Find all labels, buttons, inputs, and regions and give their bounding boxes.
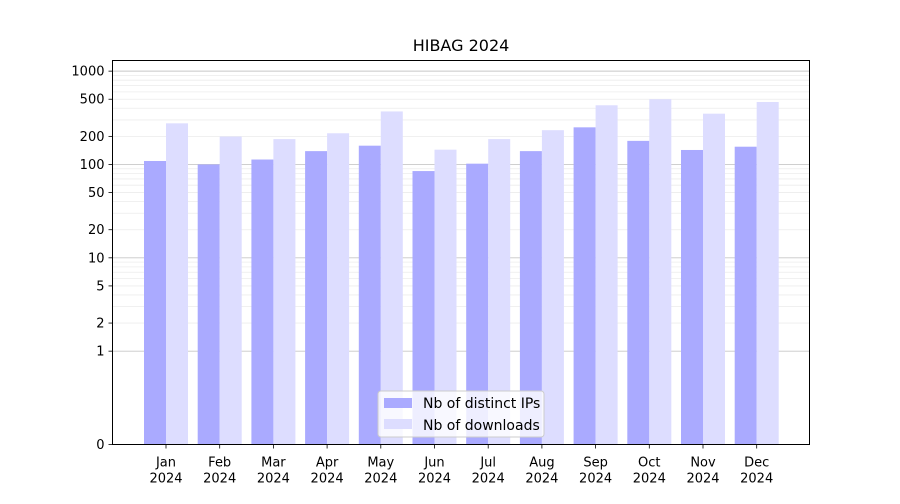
chart-title: HIBAG 2024 <box>413 36 510 55</box>
x-tick-label: Oct <box>638 456 660 471</box>
y-tick-label: 50 <box>88 186 105 201</box>
x-tick-label: Apr <box>316 456 339 471</box>
x-tick-year-label: 2024 <box>579 472 612 487</box>
plot-frame <box>112 60 810 445</box>
x-tick-year-label: 2024 <box>472 472 505 487</box>
x-tick-year-label: 2024 <box>525 472 558 487</box>
bar-downloads <box>595 105 618 445</box>
bar-downloads <box>166 123 188 445</box>
x-tick-year-label: 2024 <box>418 472 451 487</box>
bar-distinct-ips <box>573 127 596 445</box>
bar-distinct-ips <box>734 146 757 445</box>
legend-label-distinct-ips: Nb of distinct IPs <box>423 396 540 412</box>
bar-distinct-ips <box>144 160 166 445</box>
y-axis: 0 1 2 5 10 20 50 100 200 500 1000 <box>71 65 113 453</box>
bar-distinct-ips <box>519 151 542 445</box>
legend-swatch-downloads <box>384 419 412 429</box>
y-tick-label: 1000 <box>71 65 104 80</box>
y-tick-label: 500 <box>80 93 105 108</box>
y-tick-label: 1 <box>96 345 104 360</box>
legend-label-downloads: Nb of downloads <box>423 418 540 434</box>
bar-distinct-ips <box>358 145 381 445</box>
y-tick-label: 20 <box>88 223 105 238</box>
bar-downloads <box>541 130 564 445</box>
x-tick-year-label: 2024 <box>203 472 236 487</box>
x-tick-label: Jul <box>479 456 496 471</box>
x-tick-year-label: 2024 <box>740 472 773 487</box>
bar-distinct-ips <box>466 163 489 445</box>
x-tick-label: Jun <box>423 456 444 471</box>
x-tick-label: Aug <box>529 456 554 471</box>
legend-swatch-distinct-ips <box>384 398 412 408</box>
x-axis: Jan2024Feb2024Mar2024Apr2024May2024Jun20… <box>149 444 773 487</box>
x-tick-label: Dec <box>744 456 769 471</box>
x-tick-label: May <box>367 456 394 471</box>
y-tick-label: 10 <box>88 251 105 266</box>
bar-distinct-ips <box>681 149 703 445</box>
bar-distinct-ips <box>412 171 435 445</box>
bar-downloads <box>488 139 511 445</box>
legend: Nb of distinct IPs Nb of downloads <box>377 390 545 438</box>
bars <box>144 99 779 445</box>
x-tick-label: Mar <box>261 456 286 471</box>
bar-downloads <box>219 136 242 445</box>
x-tick-year-label: 2024 <box>257 472 290 487</box>
bar-downloads <box>380 111 403 445</box>
bar-distinct-ips <box>197 164 220 445</box>
y-tick-label: 5 <box>96 279 104 294</box>
x-tick-year-label: 2024 <box>686 472 719 487</box>
x-tick-year-label: 2024 <box>633 472 666 487</box>
x-tick-year-label: 2024 <box>364 472 397 487</box>
x-tick-year-label: 2024 <box>311 472 344 487</box>
y-tick-label: 0 <box>96 438 104 453</box>
y-tick-label: 100 <box>80 158 105 173</box>
bar-downloads <box>273 139 296 445</box>
x-tick-year-label: 2024 <box>149 472 182 487</box>
bar-distinct-ips <box>627 140 650 445</box>
bar-downloads <box>756 102 779 445</box>
bar-distinct-ips <box>305 151 328 445</box>
y-tick-label: 2 <box>96 317 104 332</box>
bar-downloads <box>703 113 725 445</box>
bar-downloads <box>434 149 457 445</box>
bar-downloads <box>327 133 350 445</box>
bar-distinct-ips <box>251 159 274 445</box>
legend-frame <box>377 390 545 438</box>
bar-downloads <box>649 99 672 445</box>
y-tick-label: 200 <box>80 130 105 145</box>
x-tick-label: Jan <box>155 456 176 471</box>
x-tick-label: Feb <box>208 456 231 471</box>
x-tick-label: Nov <box>690 456 716 471</box>
x-tick-label: Sep <box>583 456 608 471</box>
